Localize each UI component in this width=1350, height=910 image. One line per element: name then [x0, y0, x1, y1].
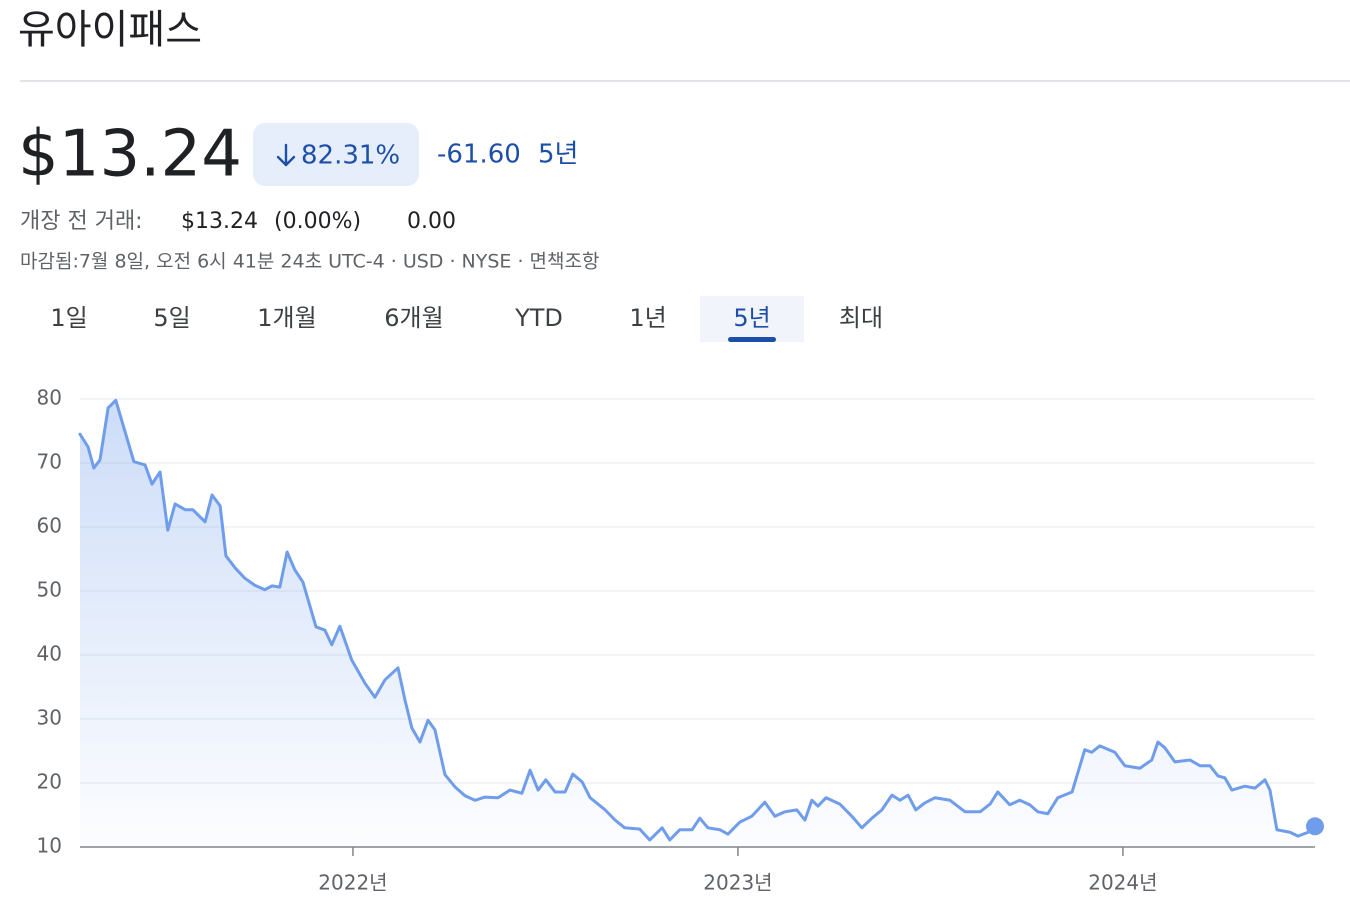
range-tab[interactable]: 1년	[629, 304, 666, 332]
tab-label: 최대	[839, 304, 883, 332]
tab-label: 5일	[153, 304, 190, 332]
x-tick-label: 2024년	[1088, 871, 1157, 895]
tab-label: 1일	[50, 304, 87, 332]
range-tabs: 1일 5일 1개월 6개월 YTD 1년 5년 최대	[50, 296, 883, 342]
y-tick-label: 30	[37, 706, 62, 730]
y-tick-label: 60	[37, 514, 62, 538]
tab-label: 5년	[733, 304, 770, 332]
range-tab[interactable]: 5년	[700, 296, 804, 342]
y-tick-label: 80	[37, 386, 62, 410]
price: $13.24	[18, 118, 242, 192]
premarket-change: 0.00	[407, 209, 456, 234]
x-tick-label: 2022년	[318, 871, 387, 895]
x-tick-label: 2023년	[703, 871, 772, 895]
page-title: 유아이패스	[18, 7, 202, 53]
y-tick-label: 50	[37, 578, 62, 602]
range-tab[interactable]: YTD	[514, 304, 563, 332]
y-tick-label: 70	[37, 450, 62, 474]
last-price-dot	[1306, 817, 1324, 836]
down-arrow-icon	[276, 143, 296, 167]
range-tab[interactable]: 6개월	[384, 304, 443, 332]
y-tick-label: 40	[37, 642, 62, 666]
change-value: -61.60	[437, 140, 521, 170]
y-tick-label: 20	[37, 770, 62, 794]
change-period: 5년	[538, 140, 578, 170]
change-badge	[253, 123, 419, 186]
range-tab[interactable]: 1일	[50, 304, 87, 332]
change-percent: 82.31%	[301, 141, 400, 171]
selected-tab-indicator	[728, 337, 776, 342]
premarket-percent: (0.00%)	[274, 209, 361, 234]
range-tab[interactable]: 1개월	[257, 304, 316, 332]
market-info: 마감됨:7월 8일, 오전 6시 41분 24초 UTC-4 · USD · N…	[20, 251, 599, 273]
tab-label: 1개월	[257, 304, 316, 332]
y-tick-label: 10	[37, 834, 62, 858]
price-area	[80, 400, 1315, 847]
tab-label: 6개월	[384, 304, 443, 332]
selected-tab-bg	[700, 296, 804, 342]
price-line	[78, 398, 1317, 842]
tab-label: YTD	[514, 304, 563, 332]
premarket-label: 개장 전 거래:	[20, 209, 143, 234]
tab-label: 1년	[629, 304, 666, 332]
price-chart: 10 20 30 40 50 60 70 80 2022년 2023년 2024년	[37, 386, 1324, 895]
premarket-price: $13.24	[181, 209, 258, 234]
range-tab[interactable]: 최대	[839, 304, 883, 332]
range-tab[interactable]: 5일	[153, 304, 190, 332]
